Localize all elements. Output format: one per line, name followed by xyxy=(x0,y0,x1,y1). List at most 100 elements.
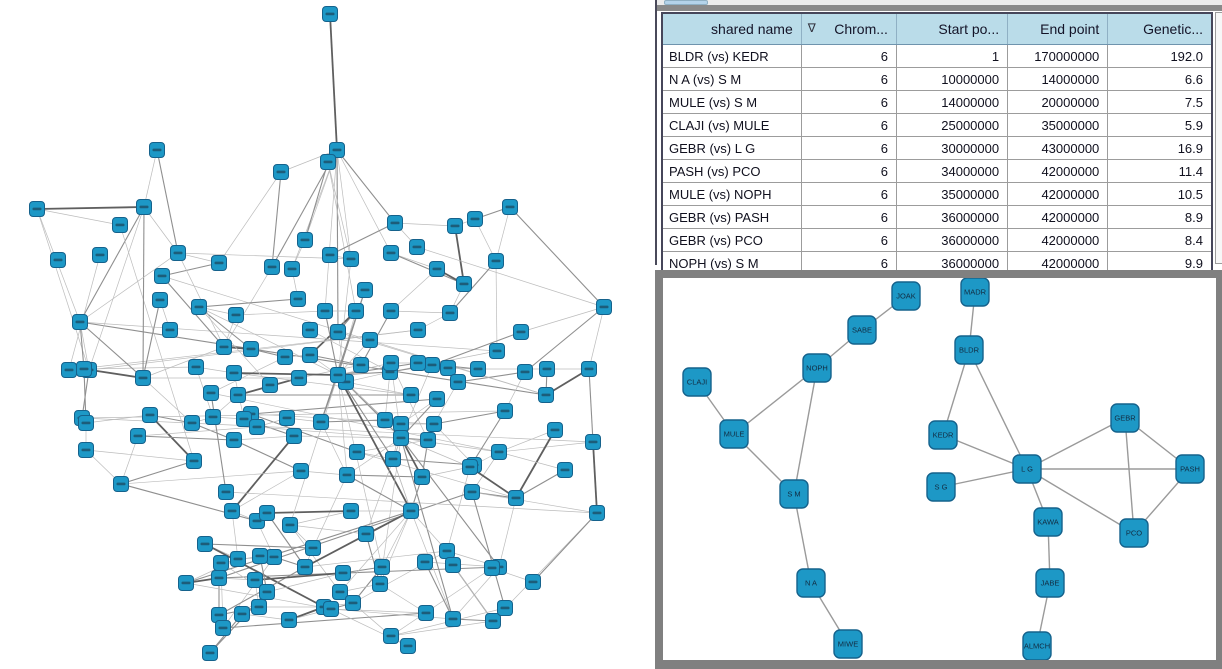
table-row[interactable]: CLAJI (vs) MULE 6 25000000 35000000 5.9 xyxy=(662,113,1213,137)
table-cell[interactable]: 6 xyxy=(801,136,897,160)
table-cell[interactable]: 10000000 xyxy=(896,67,1009,91)
network-edge[interactable] xyxy=(289,374,339,526)
table-cell[interactable]: 6 xyxy=(801,159,897,183)
table-row[interactable]: GEBR (vs) PASH 6 36000000 42000000 8.9 xyxy=(662,205,1213,229)
network-edge[interactable] xyxy=(337,374,348,476)
network-edge[interactable] xyxy=(289,524,367,535)
network-edge[interactable] xyxy=(271,171,282,268)
network-edge[interactable] xyxy=(36,206,145,210)
network-node-noph[interactable] xyxy=(802,353,832,383)
table-cell[interactable]: 20000000 xyxy=(1007,90,1109,114)
network-edge[interactable] xyxy=(231,470,302,512)
table-cell[interactable]: 6 xyxy=(801,113,897,137)
network-edge[interactable] xyxy=(142,346,225,379)
col-header-shared-name[interactable]: shared name xyxy=(662,13,802,45)
network-edge[interactable] xyxy=(495,260,498,352)
table-cell[interactable]: MULE (vs) NOPH xyxy=(662,182,802,206)
network-edge[interactable] xyxy=(233,439,302,472)
network-edge[interactable] xyxy=(345,381,412,396)
network-edge[interactable] xyxy=(266,572,344,593)
table-cell[interactable]: BLDR (vs) KEDR xyxy=(662,44,802,68)
table-cell[interactable]: 10.5 xyxy=(1107,182,1213,206)
network-edge[interactable] xyxy=(250,413,358,453)
table-cell[interactable]: 6 xyxy=(801,251,897,276)
col-header-start-position[interactable]: Start po... xyxy=(896,13,1009,45)
horizontal-scrollbar[interactable] xyxy=(657,0,1222,5)
network-edge[interactable] xyxy=(324,149,338,312)
network-edge[interactable] xyxy=(198,298,299,308)
col-header-end-point[interactable]: End point xyxy=(1007,13,1109,45)
network-node-sabe[interactable] xyxy=(847,315,877,345)
table-cell[interactable]: 5.9 xyxy=(1107,113,1213,137)
network-node-l-g[interactable] xyxy=(1012,454,1042,484)
big-network-canvas[interactable] xyxy=(0,0,655,669)
table-row[interactable]: NOPH (vs) S M 6 36000000 42000000 9.9 xyxy=(662,251,1213,276)
network-edge[interactable] xyxy=(515,469,566,499)
network-node-gebr[interactable] xyxy=(1110,403,1140,433)
table-cell[interactable]: GEBR (vs) PCO xyxy=(662,228,802,252)
network-edge[interactable] xyxy=(79,252,179,323)
network-edge[interactable] xyxy=(498,451,566,471)
network-edge[interactable] xyxy=(588,306,605,370)
table-row[interactable]: PASH (vs) PCO 6 34000000 42000000 11.4 xyxy=(662,159,1213,183)
network-edge[interactable] xyxy=(793,493,812,584)
table-row[interactable]: GEBR (vs) PCO 6 36000000 42000000 8.4 xyxy=(662,228,1213,252)
network-edge[interactable] xyxy=(161,262,220,277)
network-edge[interactable] xyxy=(233,372,339,376)
network-edge[interactable] xyxy=(88,206,145,371)
table-cell[interactable]: 6.6 xyxy=(1107,67,1213,91)
network-edge[interactable] xyxy=(337,374,412,512)
network-edge[interactable] xyxy=(120,460,195,485)
network-node-almch[interactable] xyxy=(1022,631,1052,660)
network-edge[interactable] xyxy=(233,435,295,441)
network-node-jabe[interactable] xyxy=(1035,568,1065,598)
table-cell[interactable]: 16.9 xyxy=(1107,136,1213,160)
network-edge[interactable] xyxy=(390,268,438,312)
table-cell[interactable]: 8.9 xyxy=(1107,205,1213,229)
network-edge[interactable] xyxy=(225,491,598,514)
table-cell[interactable]: 36000000 xyxy=(896,251,1009,276)
network-edge[interactable] xyxy=(85,449,195,462)
network-edge[interactable] xyxy=(457,371,526,383)
network-node-kedr[interactable] xyxy=(928,420,958,450)
network-edge[interactable] xyxy=(293,435,402,439)
network-edge[interactable] xyxy=(449,260,497,314)
table-cell[interactable]: 42000000 xyxy=(1007,182,1109,206)
network-edge[interactable] xyxy=(356,439,429,453)
table-cell[interactable]: GEBR (vs) PASH xyxy=(662,205,802,229)
network-edge[interactable] xyxy=(592,441,598,514)
table-cell[interactable]: 9.9 xyxy=(1107,251,1213,276)
network-edge[interactable] xyxy=(330,608,427,614)
network-node-miwe[interactable] xyxy=(833,629,863,659)
network-edge[interactable] xyxy=(149,414,195,462)
network-node-mule[interactable] xyxy=(719,419,749,449)
network-edge[interactable] xyxy=(79,321,498,352)
network-edge[interactable] xyxy=(452,564,494,622)
network-edge[interactable] xyxy=(320,419,386,423)
table-cell[interactable]: 1 xyxy=(896,44,1009,68)
network-edge[interactable] xyxy=(337,362,419,376)
network-edge[interactable] xyxy=(433,410,506,425)
network-edge[interactable] xyxy=(532,512,598,583)
network-edge[interactable] xyxy=(304,550,448,568)
network-edge[interactable] xyxy=(339,510,412,593)
network-edge[interactable] xyxy=(198,306,339,376)
network-edge[interactable] xyxy=(79,206,145,323)
network-edge[interactable] xyxy=(471,491,506,609)
network-edge[interactable] xyxy=(68,254,101,371)
network-edge[interactable] xyxy=(210,392,500,453)
network-edge[interactable] xyxy=(400,437,500,568)
table-row[interactable]: MULE (vs) NOPH 6 35000000 42000000 10.5 xyxy=(662,182,1213,206)
network-edge[interactable] xyxy=(390,310,451,314)
table-cell[interactable]: 36000000 xyxy=(896,205,1009,229)
table-cell[interactable]: 6 xyxy=(801,228,897,252)
table-cell[interactable]: 34000000 xyxy=(896,159,1009,183)
network-edge[interactable] xyxy=(143,149,158,208)
network-edge[interactable] xyxy=(289,510,352,526)
network-edge[interactable] xyxy=(218,171,282,264)
network-edge[interactable] xyxy=(83,366,197,370)
table-cell[interactable]: 170000000 xyxy=(1007,44,1109,68)
table-cell[interactable]: 25000000 xyxy=(896,113,1009,137)
col-header-genetic[interactable]: Genetic... xyxy=(1107,13,1213,45)
vertical-scrollbar[interactable] xyxy=(1215,12,1222,264)
